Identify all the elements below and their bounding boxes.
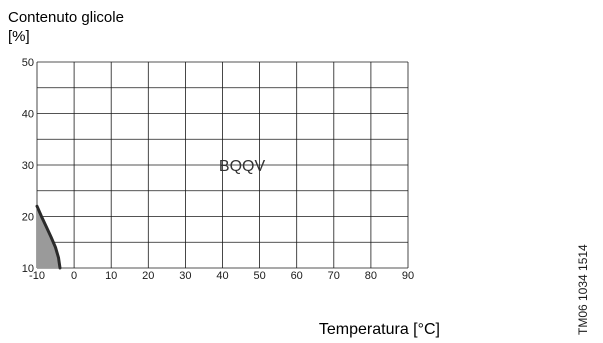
x-tick-90: 90 <box>402 270 414 282</box>
x-axis-title: Temperatura [°C] <box>319 321 440 338</box>
x-tick-10: 10 <box>105 270 117 282</box>
x-tick-50: 50 <box>253 270 265 282</box>
x-tick--10: -10 <box>29 270 45 282</box>
x-tick-70: 70 <box>328 270 340 282</box>
x-tick-20: 20 <box>142 270 154 282</box>
series-layer <box>35 204 62 270</box>
x-tick-30: 30 <box>179 270 191 282</box>
x-tick-0: 0 <box>71 270 77 282</box>
x-tick-40: 40 <box>216 270 228 282</box>
document-code: TM06 1034 1514 <box>576 244 590 335</box>
y-tick-labels: 10 20 30 40 50 <box>22 57 34 275</box>
y-axis-title-line2: [%] <box>8 28 30 45</box>
y-tick-20: 20 <box>22 212 34 224</box>
bqqv-annotation: BQQV <box>219 158 266 175</box>
x-tick-80: 80 <box>365 270 377 282</box>
x-tick-60: 60 <box>291 270 303 282</box>
grid <box>36 61 409 269</box>
y-tick-30: 30 <box>22 160 34 172</box>
y-tick-50: 50 <box>22 57 34 69</box>
x-tick-labels: -10 0 10 20 30 40 50 60 70 80 90 <box>29 270 414 282</box>
y-axis-title-line1: Contenuto glicole <box>8 9 124 26</box>
y-tick-40: 40 <box>22 109 34 121</box>
glycol-curve-0 <box>35 204 62 270</box>
y-tick-10: 10 <box>22 263 34 275</box>
